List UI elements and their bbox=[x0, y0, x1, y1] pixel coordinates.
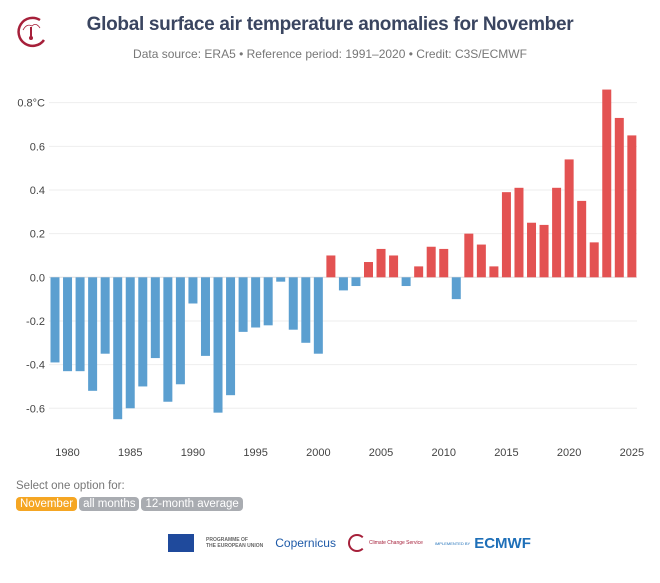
bar-2004 bbox=[364, 262, 373, 278]
y-tick-label: 0.2 bbox=[30, 229, 45, 241]
y-tick-label: -0.6 bbox=[26, 403, 45, 415]
bar-2015 bbox=[501, 192, 511, 278]
c3s-logo: Climate Change Service bbox=[347, 534, 423, 552]
x-tick-label: 2010 bbox=[431, 447, 455, 459]
bar-1991 bbox=[200, 277, 210, 356]
bar-1985 bbox=[125, 277, 135, 409]
x-tick-label: 1985 bbox=[118, 447, 142, 459]
bar-2024 bbox=[614, 117, 624, 278]
bar-2020 bbox=[564, 159, 574, 278]
ecmwf-text: ECMWF bbox=[474, 534, 531, 552]
bar-1990 bbox=[188, 277, 198, 304]
bar-1980 bbox=[63, 277, 73, 372]
bar-1996 bbox=[263, 277, 273, 326]
x-tick-label: 2000 bbox=[306, 447, 330, 459]
bar-2009 bbox=[426, 246, 436, 278]
bar-2001 bbox=[326, 255, 336, 278]
bar-2021 bbox=[577, 200, 587, 278]
bar-2018 bbox=[539, 224, 549, 278]
selector-label: Select one option for: bbox=[16, 480, 125, 492]
eu-text-line-1: PROGRAMME OF bbox=[206, 537, 248, 543]
x-tick-label: 2015 bbox=[494, 447, 518, 459]
bar-2023 bbox=[602, 89, 612, 278]
y-tick-label: 0.4 bbox=[30, 185, 45, 197]
bar-2002 bbox=[338, 277, 348, 291]
y-tick-label: -0.4 bbox=[26, 360, 45, 372]
bar-1992 bbox=[213, 277, 223, 413]
x-tick-label: 1995 bbox=[243, 447, 267, 459]
climate-change-service-logo bbox=[17, 16, 46, 48]
chart-subtitle: Data source: ERA5 • Reference period: 19… bbox=[133, 47, 527, 61]
option-all-months[interactable]: all months bbox=[79, 497, 140, 511]
bar-2017 bbox=[527, 222, 537, 278]
bar-2019 bbox=[552, 187, 562, 278]
bar-2013 bbox=[476, 244, 486, 278]
implemented-by-text: IMPLEMENTED BY bbox=[434, 540, 471, 546]
eu-programme-text: PROGRAMME OF THE EUROPEAN UNION bbox=[206, 537, 263, 549]
bar-1983 bbox=[100, 277, 110, 354]
x-tick-label: 1980 bbox=[55, 447, 79, 459]
y-tick-label: -0.2 bbox=[26, 316, 45, 328]
bar-2011 bbox=[451, 277, 461, 300]
option-november[interactable]: November bbox=[16, 497, 78, 511]
bar-chart: -0.6 -0.4 -0.2 0.0 0.2 0.4 0.6 0.8°C 1980 1985 199… bbox=[17, 89, 644, 459]
bar-1979 bbox=[50, 277, 60, 363]
eu-text-line-2: THE EUROPEAN UNION bbox=[206, 543, 264, 549]
c3s-text: Climate Change Service bbox=[368, 540, 423, 546]
bar-2025 bbox=[627, 135, 637, 278]
bar-2000 bbox=[313, 277, 323, 354]
bar-1982 bbox=[88, 277, 98, 391]
bar-1989 bbox=[175, 277, 185, 385]
ecmwf-logo: IMPLEMENTED BY ECMWF bbox=[435, 535, 531, 552]
x-tick-label: 1990 bbox=[181, 447, 205, 459]
bar-2005 bbox=[376, 248, 386, 278]
bar-1997 bbox=[276, 277, 286, 282]
footer-logos: PROGRAMME OF THE EUROPEAN UNION Copernicu… bbox=[168, 530, 531, 556]
copernicus-logo: Copernicus bbox=[275, 536, 336, 550]
bar-2016 bbox=[514, 187, 524, 278]
y-tick-label: 0.8°C bbox=[17, 98, 45, 110]
eu-flag-icon bbox=[168, 534, 194, 552]
bar-2006 bbox=[389, 255, 399, 278]
chart-title: Global surface air temperature anomalies… bbox=[86, 14, 574, 35]
y-tick-label: 0.0 bbox=[30, 272, 45, 284]
bar-2003 bbox=[351, 277, 361, 287]
bar-1988 bbox=[163, 277, 173, 402]
x-tick-label: 2025 bbox=[620, 447, 644, 459]
bar-1986 bbox=[138, 277, 148, 387]
period-selector: Select one option for: November all month… bbox=[16, 480, 245, 512]
copernicus-text: opernicus bbox=[283, 536, 336, 550]
bar-2022 bbox=[589, 242, 599, 278]
bar-2008 bbox=[414, 266, 424, 278]
bar-2010 bbox=[439, 248, 449, 278]
bar-1994 bbox=[238, 277, 248, 332]
bar-1993 bbox=[226, 277, 236, 396]
bar-1987 bbox=[150, 277, 160, 359]
y-tick-label: 0.6 bbox=[30, 141, 45, 153]
x-tick-label: 2005 bbox=[369, 447, 393, 459]
bar-2014 bbox=[489, 266, 499, 278]
bar-1995 bbox=[251, 277, 261, 328]
bar-1998 bbox=[288, 277, 298, 330]
bar-1984 bbox=[113, 277, 123, 420]
x-tick-label: 2020 bbox=[557, 447, 581, 459]
bar-2012 bbox=[464, 233, 474, 278]
bar-1999 bbox=[301, 277, 311, 343]
bar-1981 bbox=[75, 277, 85, 372]
bar-2007 bbox=[401, 277, 411, 287]
option-12-month-average[interactable]: 12-month average bbox=[141, 497, 243, 511]
